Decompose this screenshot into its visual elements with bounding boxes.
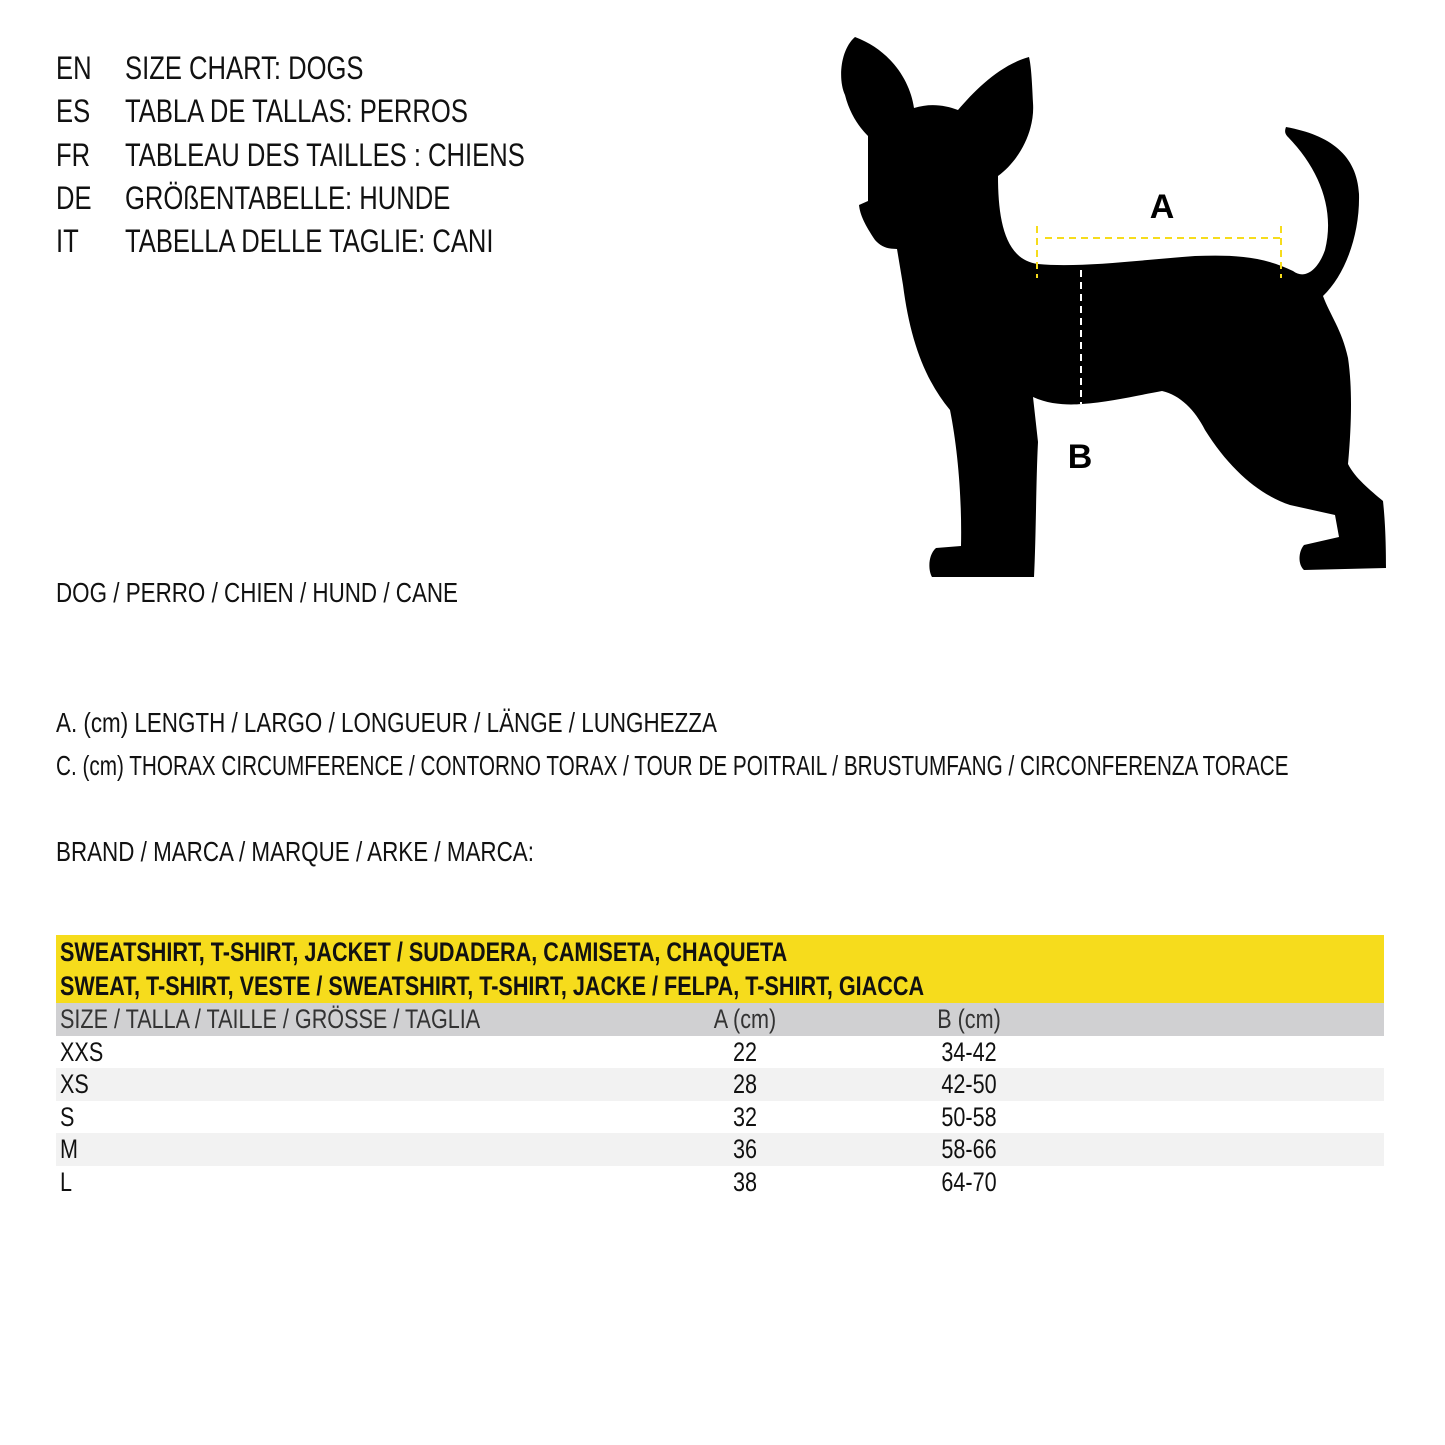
dog-silhouette: [841, 37, 1386, 577]
cell-size: M: [60, 1134, 78, 1164]
cell-b: 64-70: [941, 1166, 997, 1197]
cell-a: 38: [732, 1166, 758, 1197]
table-title-line: SWEAT, T-SHIRT, VESTE / SWEATSHIRT, T-SH…: [60, 969, 1384, 1003]
cell-b: 50-58: [941, 1101, 997, 1132]
table-header: SIZE / TALLA / TAILLE / GRÖSSE / TAGLIA …: [56, 1003, 1384, 1036]
dog-diagram: A B: [841, 37, 1386, 577]
lang-code: EN: [56, 50, 92, 86]
brand-label-text: BRAND / MARCA / MARQUE / ARKE / MARCA:: [56, 836, 534, 867]
title-fr: TABLEAU DES TAILLES : CHIENS: [125, 137, 625, 173]
cell-size: L: [60, 1166, 73, 1197]
title-de: GRÖßENTABELLE: HUNDE: [125, 180, 532, 216]
lang-code: ES: [56, 93, 91, 129]
cell-size: S: [60, 1101, 75, 1132]
lang-code: DE: [56, 180, 92, 216]
table-row: XXS 22 34-42: [56, 1036, 1384, 1069]
size-table: SWEATSHIRT, T-SHIRT, JACKET / SUDADERA, …: [56, 935, 1384, 1198]
header-b: B (cm): [937, 1004, 1001, 1034]
title-en: SIZE CHART: DOGS: [125, 50, 423, 86]
cell-b: 42-50: [941, 1069, 997, 1099]
lang-code: FR: [56, 137, 91, 173]
title-it: TABELLA DELLE TAGLIE: CANI: [125, 223, 586, 259]
lang-code: IT: [56, 223, 79, 259]
title-row-de: DE: [56, 180, 100, 216]
title-row-fr: FR: [56, 137, 99, 173]
animal-label: DOG / PERRO / CHIEN / HUND / CANE: [56, 577, 559, 609]
cell-size: XXS: [60, 1036, 104, 1067]
table-row: L 38 64-70: [56, 1166, 1384, 1199]
title-text: TABELLA DELLE TAGLIE: CANI: [125, 223, 494, 259]
title-text: SIZE CHART: DOGS: [125, 50, 364, 86]
table-title-text: SWEATSHIRT, T-SHIRT, JACKET / SUDADERA, …: [60, 937, 788, 967]
header-a: A (cm): [713, 1004, 777, 1034]
title-row-it: IT: [56, 223, 84, 259]
title-text: TABLEAU DES TAILLES : CHIENS: [125, 137, 525, 173]
cell-a: 22: [732, 1036, 758, 1067]
cell-a: 28: [732, 1069, 758, 1099]
table-title-line: SWEATSHIRT, T-SHIRT, JACKET / SUDADERA, …: [60, 935, 1384, 969]
label-a: A: [1150, 188, 1175, 226]
cell-b: 58-66: [941, 1134, 997, 1164]
title-row-es: ES: [56, 93, 99, 129]
measure-line-a: [1036, 226, 1282, 278]
cell-b: 34-42: [941, 1036, 997, 1067]
measurement-c: C. (cm) THORAX CIRCUMFERENCE / CONTORNO …: [56, 750, 1445, 782]
cell-a: 36: [732, 1134, 758, 1164]
measurement-a-text: A. (cm) LENGTH / LARGO / LONGUEUR / LÄNG…: [56, 707, 717, 738]
title-text: GRÖßENTABELLE: HUNDE: [125, 180, 451, 216]
measurement-a: A. (cm) LENGTH / LARGO / LONGUEUR / LÄNG…: [56, 707, 882, 739]
table-title-text: SWEAT, T-SHIRT, VESTE / SWEATSHIRT, T-SH…: [60, 971, 925, 1001]
table-row: M 36 58-66: [56, 1133, 1384, 1166]
cell-a: 32: [732, 1101, 758, 1132]
table-row: S 32 50-58: [56, 1101, 1384, 1134]
label-b: B: [1068, 438, 1093, 476]
animal-label-text: DOG / PERRO / CHIEN / HUND / CANE: [56, 577, 458, 608]
table-title: SWEATSHIRT, T-SHIRT, JACKET / SUDADERA, …: [56, 935, 1384, 1003]
title-es: TABLA DE TALLAS: PERROS: [125, 93, 554, 129]
title-text: TABLA DE TALLAS: PERROS: [125, 93, 468, 129]
title-row-en: EN: [56, 50, 100, 86]
cell-size: XS: [60, 1069, 89, 1099]
measurement-c-text: C. (cm) THORAX CIRCUMFERENCE / CONTORNO …: [56, 750, 1289, 781]
header-size: SIZE / TALLA / TAILLE / GRÖSSE / TAGLIA: [60, 1004, 481, 1034]
table-row: XS 28 42-50: [56, 1068, 1384, 1101]
brand-label: BRAND / MARCA / MARQUE / ARKE / MARCA:: [56, 836, 653, 868]
